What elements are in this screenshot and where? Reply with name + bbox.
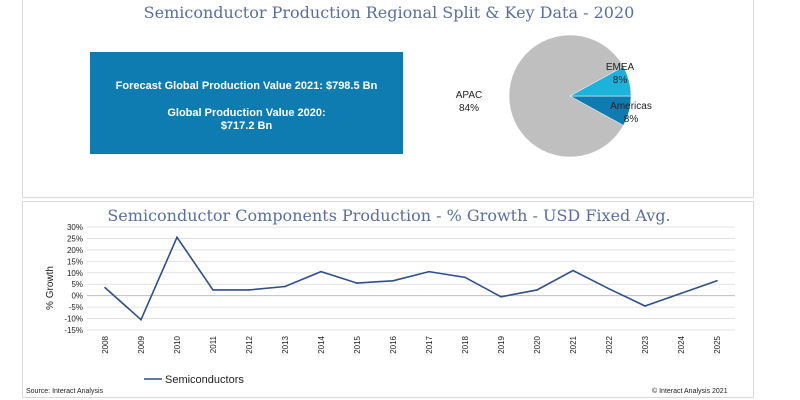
x-tick-label: 2013 [281,335,290,353]
x-tick-label: 2023 [641,335,650,353]
regional-split-panel: Semiconductor Production Regional Split … [22,0,754,198]
data-point [320,270,322,273]
pie-slice-americas [569,66,632,97]
data-point [464,276,466,279]
growth-panel: Semiconductor Components Production - % … [22,201,754,398]
y-tick-label: -10% [64,315,83,324]
data-point [500,296,502,298]
y-tick-label: 15% [67,257,83,266]
y-tick-label: 30% [67,223,83,232]
pie-slice-apac [508,34,624,158]
data-point [248,289,250,291]
x-tick-label: 2025 [713,335,722,353]
data-point [356,282,358,284]
data-point [680,292,682,295]
pie-value-emea: 8% [613,75,628,86]
data-point [716,279,718,282]
production-2020-value: $717.2 Bn [220,120,273,132]
data-point [644,305,646,307]
growth-chart-title: Semiconductor Components Production - % … [107,206,671,225]
production-2020-label: Global Production Value 2020: [167,107,326,119]
data-point [392,279,394,282]
data-point [104,286,106,289]
x-tick-label: 2010 [173,335,182,353]
data-point [140,318,142,321]
x-tick-label: 2020 [533,335,542,353]
x-tick-label: 2012 [245,335,254,353]
x-tick-label: 2018 [461,335,470,353]
x-tick-label: 2015 [353,335,362,353]
x-tick-label: 2009 [137,335,146,353]
copyright-note: © Interact Analysis 2021 [652,388,728,395]
x-tick-label: 2021 [569,335,578,353]
pie-label-apac: APAC [456,90,483,101]
x-tick-label: 2024 [677,335,686,353]
data-point [212,289,214,291]
data-point [608,288,610,290]
data-point [428,270,430,273]
forecast-2021-text: Forecast Global Production Value 2021: $… [115,80,378,92]
x-tick-label: 2017 [425,335,434,353]
x-tick-label: 2022 [605,335,614,353]
y-axis-title: % Growth [45,266,56,310]
x-tick-label: 2019 [497,335,506,353]
y-tick-label: -15% [64,326,83,335]
x-tick-label: 2014 [317,335,326,353]
legend-label-semiconductors: Semiconductors [165,374,244,386]
regional-split-title: Semiconductor Production Regional Split … [143,3,635,22]
series-line-semiconductors [104,235,718,322]
pie-label-emea: EMEA [606,62,635,73]
x-tick-label: 2008 [101,335,110,353]
x-tick-label: 2011 [209,335,218,353]
y-tick-label: 0% [71,292,83,301]
pie-label-americas: Americas [610,101,652,112]
y-tick-label: 25% [67,234,83,243]
source-note: Source: Interact Analysis [26,388,104,395]
y-tick-label: -5% [69,303,83,312]
pie-value-americas: 8% [624,114,639,125]
y-tick-label: 5% [71,280,83,289]
data-point [572,269,574,272]
x-tick-label: 2016 [389,335,398,353]
key-data-box: Forecast Global Production Value 2021: $… [90,52,403,154]
pie-value-apac: 84% [459,103,479,114]
data-point [176,236,178,239]
regional-split-pie-chart: APAC 84% EMEA 8% Americas 8% [456,34,652,158]
y-tick-label: 10% [67,269,83,278]
data-point [284,285,286,288]
growth-line-chart: 30% 25% 20% 15% 10% 5% 0% -5% -10% -15% 2008 2009 2… [45,223,735,386]
y-tick-label: 20% [67,246,83,255]
data-point [536,289,538,291]
